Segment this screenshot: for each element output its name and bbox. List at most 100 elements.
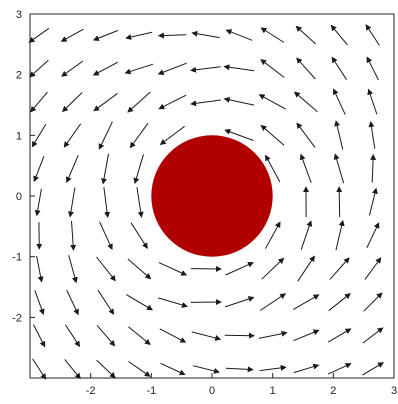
field-arrow <box>293 91 318 113</box>
field-arrow <box>67 187 76 218</box>
field-arrow <box>328 293 351 312</box>
field-arrow <box>293 329 320 342</box>
field-arrow <box>128 361 151 377</box>
y-tick-label: 2 <box>16 70 22 82</box>
field-arrow <box>92 30 118 41</box>
field-arrow <box>336 186 343 218</box>
field-arrow <box>159 328 187 343</box>
obstacle-layer <box>151 135 273 257</box>
field-arrow <box>329 257 350 280</box>
field-arrow <box>293 363 320 374</box>
field-arrow <box>97 289 115 315</box>
field-arrow <box>192 365 220 374</box>
field-arrow <box>127 258 152 280</box>
field-arrow <box>70 220 77 251</box>
field-arrow <box>61 92 83 113</box>
field-arrow <box>31 123 47 148</box>
x-tick-label: 0 <box>209 385 215 397</box>
field-arrow <box>30 91 48 113</box>
y-tick-label: 0 <box>16 191 22 203</box>
field-arrow <box>68 255 78 284</box>
field-arrow <box>157 62 187 75</box>
field-arrow <box>64 359 81 380</box>
field-arrow <box>60 28 84 42</box>
field-arrow <box>65 155 79 184</box>
field-arrow <box>366 222 380 249</box>
field-arrow <box>293 294 320 310</box>
field-arrow <box>264 221 281 249</box>
x-tick-label: 3 <box>391 385 397 397</box>
field-arrow <box>225 29 253 41</box>
field-arrow <box>126 294 153 311</box>
field-arrow <box>224 129 254 141</box>
y-tick-label: 1 <box>16 130 22 142</box>
field-arrow <box>36 255 44 283</box>
field-arrow <box>223 64 255 72</box>
field-arrow <box>99 221 113 251</box>
field-arrow <box>363 292 383 312</box>
field-arrow <box>28 27 50 43</box>
field-arrow <box>158 94 187 110</box>
field-arrow <box>32 358 47 380</box>
field-arrow <box>223 96 255 106</box>
field-arrow <box>191 30 220 39</box>
field-arrow <box>29 59 49 78</box>
field-arrow <box>133 154 144 185</box>
field-arrow <box>190 99 221 107</box>
field-arrow <box>327 328 352 343</box>
field-arrow <box>101 153 109 185</box>
obstacle-disk <box>151 135 273 257</box>
field-arrow <box>158 297 188 308</box>
field-arrow <box>297 255 315 282</box>
field-arrow <box>159 125 185 146</box>
field-arrow <box>335 219 345 251</box>
x-tick-label: 1 <box>270 385 276 397</box>
field-arrow <box>362 327 384 344</box>
field-arrow <box>225 261 254 276</box>
field-arrow <box>96 325 116 347</box>
field-arrow <box>331 56 348 80</box>
field-arrow <box>224 296 255 308</box>
field-arrow <box>33 324 46 348</box>
field-arrow <box>34 188 42 217</box>
field-arrow <box>333 153 345 184</box>
field-arrow <box>125 31 153 40</box>
field-arrow <box>364 257 382 280</box>
field-arrow <box>34 290 45 316</box>
x-tick-label: -2 <box>86 385 96 397</box>
field-arrow <box>63 123 82 148</box>
field-arrow <box>366 56 379 81</box>
axis-ticks: -2 -1 0 1 2 3 3 2 1 0 -1 -2 <box>12 9 397 397</box>
field-arrow <box>296 57 316 80</box>
field-arrow <box>261 257 285 280</box>
field-arrow <box>160 362 186 376</box>
field-arrow <box>365 24 380 46</box>
field-arrow <box>124 63 154 75</box>
x-tick-label: 2 <box>330 385 336 397</box>
field-arrow <box>258 330 288 339</box>
field-arrow <box>129 122 149 149</box>
field-arrow <box>370 153 377 183</box>
field-arrow <box>103 187 111 218</box>
field-arrow <box>66 289 79 316</box>
field-arrow <box>96 256 116 282</box>
field-arrow <box>367 88 378 115</box>
field-arrow <box>327 363 352 375</box>
field-arrow <box>65 324 81 348</box>
field-arrow <box>61 60 84 77</box>
field-arrow <box>265 154 281 183</box>
field-arrow <box>258 94 287 110</box>
field-arrow <box>191 331 222 341</box>
field-arrow <box>260 124 285 146</box>
field-arrow <box>98 121 113 150</box>
field-arrow <box>334 120 344 150</box>
field-arrow <box>300 220 313 250</box>
field-arrow <box>225 366 254 373</box>
field-arrow <box>296 122 316 148</box>
vector-arrows <box>28 24 384 380</box>
x-tick-label: -1 <box>146 385 156 397</box>
field-arrow <box>259 364 287 372</box>
field-arrow <box>259 293 287 311</box>
field-arrow <box>96 359 116 379</box>
